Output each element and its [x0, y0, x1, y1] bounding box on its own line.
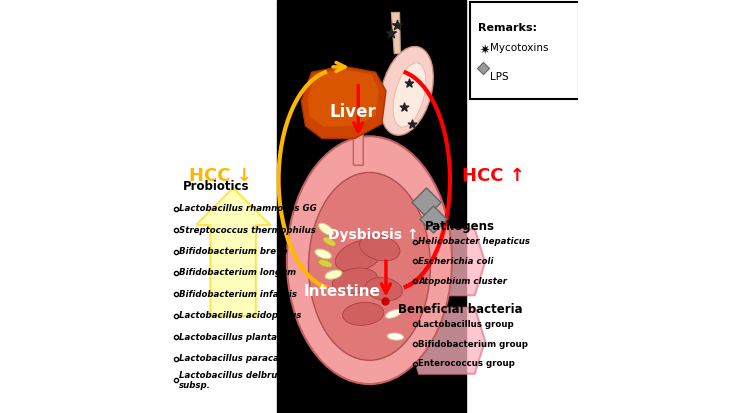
Ellipse shape	[318, 260, 332, 267]
Text: ✷: ✷	[479, 43, 490, 56]
Point	[386, 30, 398, 36]
Ellipse shape	[366, 278, 402, 301]
Ellipse shape	[335, 240, 383, 272]
Ellipse shape	[360, 235, 400, 261]
Text: Helicobacter hepaticus: Helicobacter hepaticus	[418, 237, 531, 246]
Ellipse shape	[333, 268, 377, 294]
Text: Lactobacillus group: Lactobacillus group	[418, 320, 514, 329]
Point	[403, 79, 415, 86]
Point	[391, 21, 403, 28]
Point	[477, 65, 489, 71]
Text: Intestine: Intestine	[304, 284, 381, 299]
Ellipse shape	[386, 309, 401, 318]
Text: Probiotics: Probiotics	[184, 180, 250, 193]
Ellipse shape	[380, 47, 433, 135]
Text: Bifidobacterium infantis: Bifidobacterium infantis	[178, 290, 296, 299]
Polygon shape	[302, 66, 386, 138]
Text: Liver: Liver	[330, 102, 376, 121]
Polygon shape	[409, 229, 485, 295]
Text: Beneficial bacteria: Beneficial bacteria	[398, 303, 522, 316]
Text: Pathogens: Pathogens	[425, 220, 496, 233]
Polygon shape	[392, 12, 400, 54]
Ellipse shape	[387, 333, 403, 340]
Ellipse shape	[319, 223, 334, 235]
Point	[398, 104, 409, 111]
Text: Bifidobacterium breve: Bifidobacterium breve	[178, 247, 288, 256]
Text: Lactobacillus rhamnosus GG: Lactobacillus rhamnosus GG	[178, 204, 317, 213]
Text: Streptococcus thermophilus: Streptococcus thermophilus	[178, 225, 316, 235]
FancyBboxPatch shape	[470, 2, 580, 99]
Text: Bifidobacterium longum: Bifidobacterium longum	[178, 268, 296, 278]
Polygon shape	[196, 188, 270, 316]
Point	[427, 216, 439, 222]
Text: Enterococcus group: Enterococcus group	[418, 359, 515, 368]
Text: Remarks:: Remarks:	[478, 23, 537, 33]
Text: Lactobacillus plantarum: Lactobacillus plantarum	[178, 333, 296, 342]
Polygon shape	[354, 83, 363, 165]
Text: Lactobacillus delbrueckii
subsp.: Lactobacillus delbrueckii subsp.	[178, 371, 299, 390]
Text: Dysbiosis ↑: Dysbiosis ↑	[328, 228, 419, 242]
Text: Mycotoxins: Mycotoxins	[490, 43, 548, 52]
Polygon shape	[409, 308, 485, 374]
Point	[420, 198, 432, 205]
Bar	[276, 0, 467, 413]
Text: Atopobium cluster: Atopobium cluster	[418, 277, 507, 286]
Text: Lactobacillus acidophilus: Lactobacillus acidophilus	[178, 311, 301, 320]
Ellipse shape	[287, 136, 452, 384]
Text: Lactobacillus paracasei: Lactobacillus paracasei	[178, 354, 293, 363]
Text: HCC ↑: HCC ↑	[462, 166, 525, 185]
Ellipse shape	[393, 63, 426, 127]
Point	[406, 121, 418, 127]
Ellipse shape	[323, 237, 336, 246]
Text: Escherichia coli: Escherichia coli	[418, 257, 493, 266]
Text: LPS: LPS	[490, 72, 508, 82]
Polygon shape	[308, 69, 379, 127]
Text: Bifidobacterium group: Bifidobacterium group	[418, 339, 528, 349]
Ellipse shape	[325, 270, 342, 279]
Ellipse shape	[308, 173, 430, 360]
Text: HCC ↓: HCC ↓	[189, 166, 252, 185]
Ellipse shape	[315, 249, 331, 259]
Ellipse shape	[343, 302, 384, 325]
